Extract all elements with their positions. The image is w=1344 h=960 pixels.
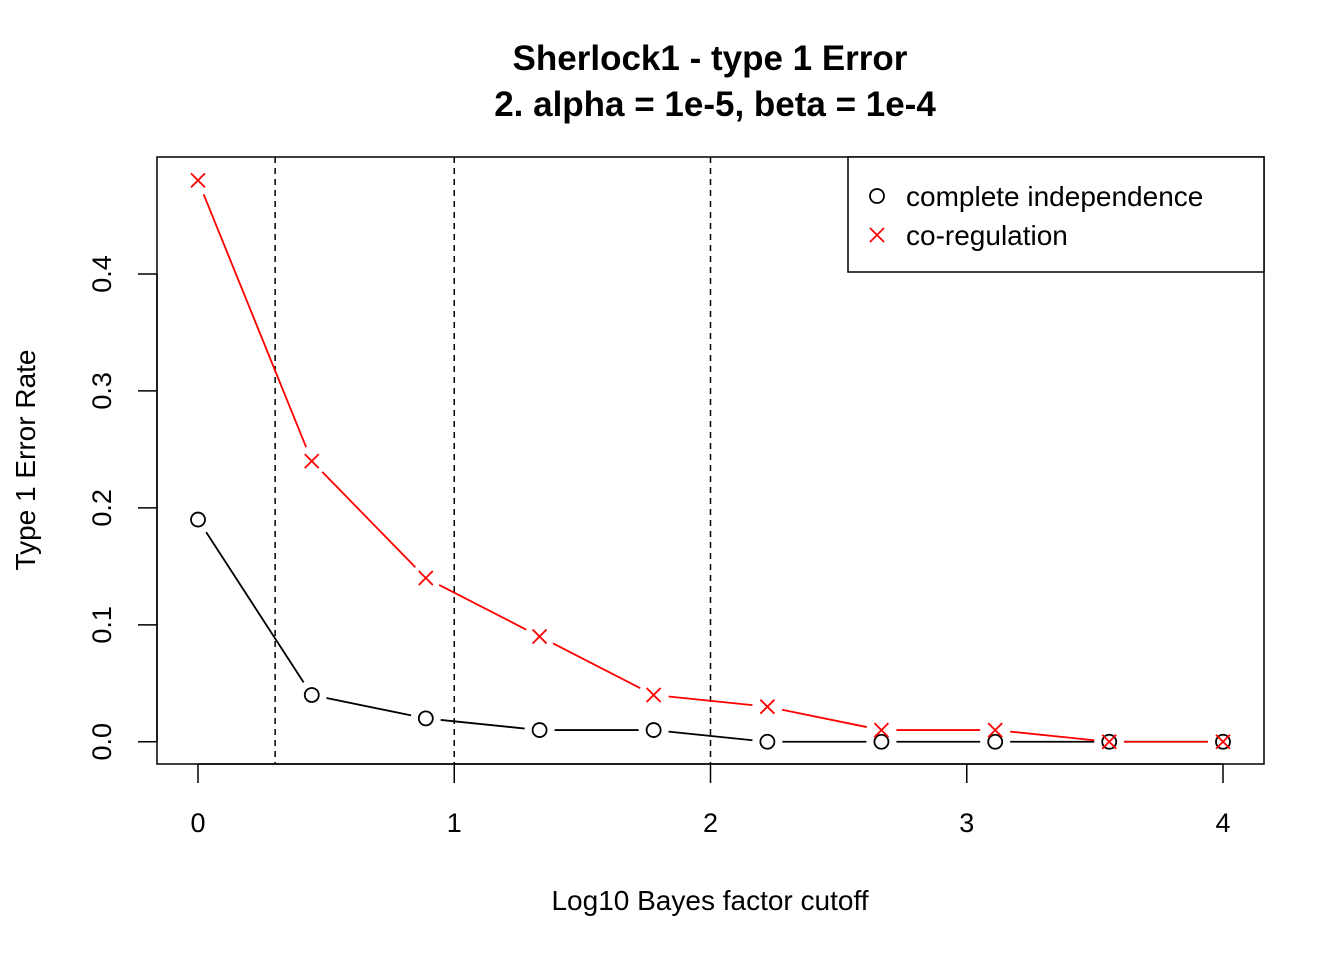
y-tick-label: 0.4 xyxy=(87,255,117,293)
data-point xyxy=(987,722,1003,738)
data-point xyxy=(303,687,320,703)
y-tick-label: 0.0 xyxy=(87,723,117,761)
legend-entry: complete independence xyxy=(869,181,1203,212)
series-segment xyxy=(205,531,305,683)
y-tick-label: 0.2 xyxy=(87,489,117,527)
cross-stroke xyxy=(759,699,776,715)
series-segment xyxy=(668,695,753,707)
data-point xyxy=(418,570,434,586)
series-segment xyxy=(552,642,641,689)
series-segment xyxy=(668,730,753,742)
reference-lines xyxy=(274,157,712,764)
series-segment xyxy=(781,708,867,728)
cross-stroke xyxy=(645,687,662,703)
x-tick-label: 4 xyxy=(1215,808,1230,838)
cross-stroke xyxy=(873,722,890,738)
data-point xyxy=(759,733,776,750)
y-tick-label: 0.1 xyxy=(87,606,117,644)
cross-stroke xyxy=(418,570,434,586)
series-segment xyxy=(321,471,416,568)
data-point xyxy=(987,733,1004,750)
legend-box xyxy=(847,156,1265,273)
data-point xyxy=(645,722,662,738)
cross-stroke xyxy=(987,722,1003,738)
data-point xyxy=(873,722,890,738)
x-tick-label: 1 xyxy=(447,808,462,838)
data-point xyxy=(190,172,206,189)
legend-cross-marker xyxy=(869,227,885,243)
data-point xyxy=(1101,733,1118,750)
series-segment xyxy=(326,697,412,717)
legend-entry: co-regulation xyxy=(869,220,1068,251)
x-tick-label: 2 xyxy=(703,808,718,838)
cross-stroke xyxy=(1215,734,1231,750)
data-point xyxy=(1215,734,1231,750)
cross-stroke xyxy=(869,227,885,243)
chart-subtitle: 2. alpha = 1e-5, beta = 1e-4 xyxy=(494,85,936,124)
data-point xyxy=(190,511,206,528)
y-axis-label: Type 1 Error Rate xyxy=(10,350,41,571)
x-tick-label: 0 xyxy=(190,808,205,838)
data-point xyxy=(304,453,320,469)
data-point xyxy=(1215,733,1231,750)
series-segment xyxy=(1010,730,1095,742)
x-tick-label: 3 xyxy=(959,808,974,838)
series-co-regulation xyxy=(190,172,1231,750)
cross-stroke xyxy=(304,453,320,469)
data-point xyxy=(417,710,434,727)
legend-label: co-regulation xyxy=(906,220,1068,251)
series-segment xyxy=(202,193,307,448)
cross-stroke xyxy=(190,172,206,189)
series-layer xyxy=(190,172,1231,750)
y-axis: 0.0 0.1 0.2 0.3 0.4 xyxy=(87,255,158,761)
chart-title: Sherlock1 - type 1 Error xyxy=(513,39,908,78)
data-point xyxy=(873,733,890,750)
legend: complete independence co-regulation xyxy=(847,156,1265,273)
y-tick-label: 0.3 xyxy=(87,372,117,410)
cross-stroke xyxy=(531,628,548,645)
data-point xyxy=(531,628,548,645)
data-point xyxy=(1101,734,1117,750)
data-point xyxy=(531,722,548,738)
legend-circle-marker xyxy=(869,188,885,204)
series-segment xyxy=(438,584,527,631)
x-axis-label: Log10 Bayes factor cutoff xyxy=(551,885,868,916)
x-axis: 0 1 2 3 4 xyxy=(190,763,1231,838)
series-segment xyxy=(440,719,525,730)
data-point xyxy=(645,687,662,703)
legend-label: complete independence xyxy=(906,181,1203,212)
cross-stroke xyxy=(1101,734,1117,750)
data-point xyxy=(759,699,776,715)
